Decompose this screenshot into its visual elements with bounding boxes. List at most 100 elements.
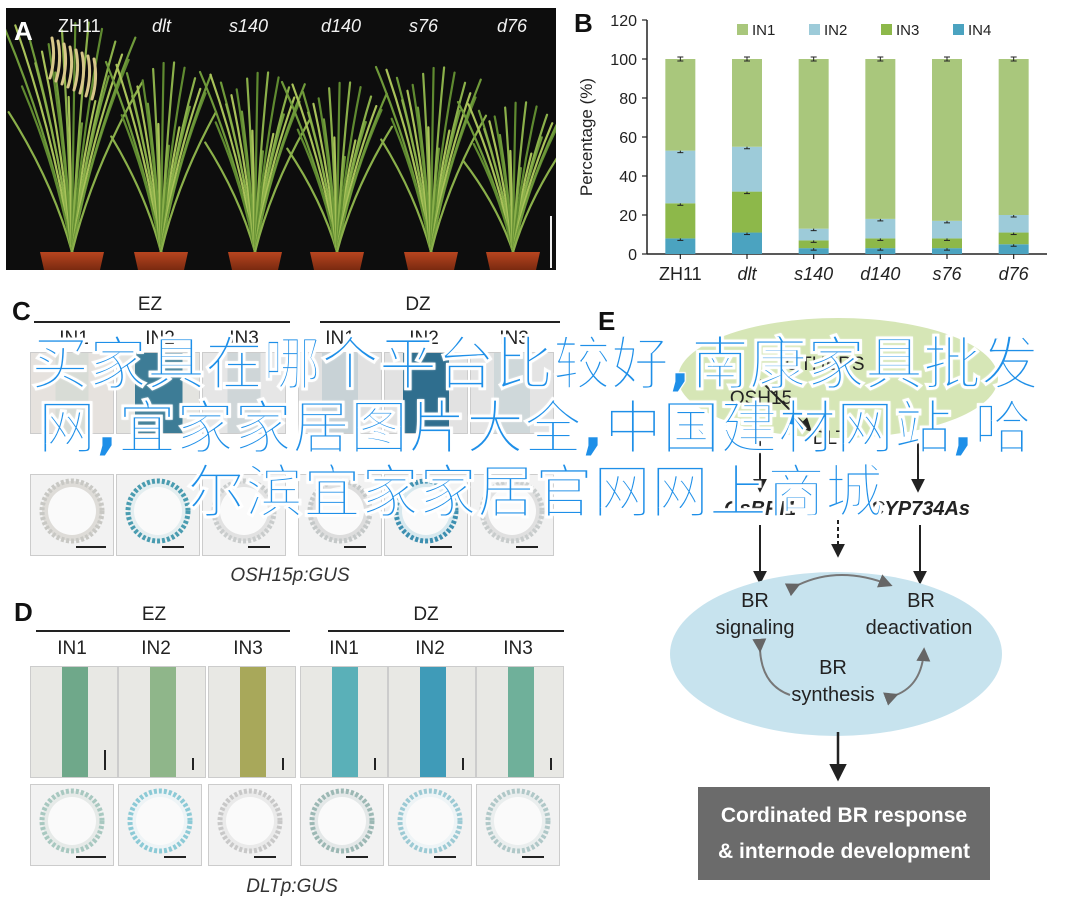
plant-leaf (380, 138, 433, 254)
plant-leaf (70, 81, 144, 254)
plant-leaf (20, 85, 74, 254)
br-synthesis-line1: BR (819, 657, 847, 679)
stem-image (388, 666, 476, 778)
rice-panicle (84, 54, 92, 98)
plant-leaf (253, 118, 312, 254)
column-header: IN3 (503, 638, 533, 659)
plant-leaf (335, 92, 388, 254)
plant-leaf (462, 159, 515, 254)
bar-segment-in1 (932, 59, 962, 221)
cross-section-image (202, 474, 286, 556)
column-header: IN2 (141, 638, 171, 659)
bar-segment-in3 (932, 238, 962, 249)
regulator-ellipse (678, 318, 998, 438)
plant-leaf (70, 27, 104, 254)
stem-image (30, 666, 118, 778)
column-header: IN1 (59, 328, 89, 349)
genotype-label: s140 (229, 16, 269, 36)
bar-segment-in1 (998, 59, 1029, 215)
group-underline (328, 630, 564, 632)
panel-label-b: B (574, 8, 593, 38)
plant-leaf (204, 141, 257, 254)
y-tick-label: 20 (619, 208, 637, 225)
y-tick-label: 80 (619, 91, 637, 108)
plant-leaf (70, 36, 137, 254)
legend-label: IN4 (968, 22, 991, 39)
bar-segment-in2 (932, 220, 962, 239)
br-signaling-line1: BR (741, 590, 769, 612)
stem-image (118, 666, 206, 778)
cross-section-image (384, 474, 468, 556)
stem-image (300, 666, 388, 778)
group-header-ez: EZ (141, 604, 167, 625)
bar-segment-in1 (665, 59, 696, 151)
response-line2: & internode development (717, 840, 971, 863)
pathway-diagram (670, 318, 1002, 782)
others-label: OTHERS (785, 354, 865, 375)
scale-bar (104, 750, 106, 770)
bar-segment-in1 (798, 59, 829, 229)
cross-section-image (30, 474, 114, 556)
scale-bar (516, 546, 538, 548)
br-signaling-line2: signaling (715, 617, 795, 639)
plant-leaf (429, 114, 488, 254)
scale-bar (462, 758, 464, 770)
cross-section-image (118, 784, 202, 866)
scale-bar (374, 758, 376, 770)
bar-segment-in4 (865, 248, 896, 254)
y-tick-label: 0 (628, 247, 637, 264)
bar-segment-in3 (732, 191, 762, 233)
rice-panicle (54, 39, 62, 83)
bar-segment-in2 (798, 228, 829, 241)
rice-panicle (66, 45, 74, 89)
cross-section-image (388, 784, 472, 866)
br-deactivation-line1: BR (907, 590, 935, 612)
osbri1-label: OsBRI1 (723, 498, 797, 520)
group-header-dz: DZ (405, 294, 431, 315)
scale-bar (434, 856, 456, 858)
y-tick-label: 120 (610, 13, 637, 30)
column-header: IN3 (229, 328, 259, 349)
plant-leaf (70, 21, 90, 254)
genotype-label: d140 (321, 16, 362, 36)
scale-bar (248, 546, 270, 548)
x-tick-label: ZH11 (659, 264, 702, 284)
genotype-label: d76 (497, 16, 528, 36)
cross-section-image (470, 474, 554, 556)
response-line1: Cordinated BR response (720, 804, 968, 827)
bar-segment-in3 (798, 240, 829, 249)
panel-a-photo: ZH11 dlt s140 d140 s76 d76 (6, 8, 556, 270)
osh15-label: OSH15 (729, 388, 793, 409)
scale-bar (282, 758, 284, 770)
rice-panicle (90, 57, 98, 101)
plant-leaf (159, 73, 212, 254)
y-tick-label: 60 (619, 130, 637, 147)
cyp734as-label: CYP734As (869, 498, 971, 520)
scale-bar (192, 758, 194, 770)
column-header: IN2 (415, 638, 445, 659)
plant-leaf (286, 147, 339, 254)
cross-section-image (116, 474, 200, 556)
bar-segment-in4 (932, 248, 962, 254)
column-header: IN1 (325, 328, 355, 349)
bar-segment-in3 (665, 203, 696, 239)
stem-image (384, 352, 468, 434)
stem-image (470, 352, 554, 434)
group-underline (320, 321, 560, 323)
stem-image (298, 352, 382, 434)
legend-swatch (737, 24, 748, 35)
panel-d-caption: DLTp:GUS (246, 876, 338, 897)
scale-bar (162, 546, 184, 548)
scale-bar (254, 856, 276, 858)
bar-segment-in2 (732, 146, 762, 192)
scale-bar (76, 856, 106, 858)
bar-segment-in4 (798, 248, 829, 254)
legend-label: IN1 (752, 22, 775, 39)
plant-leaf (335, 125, 394, 254)
column-header: IN1 (329, 638, 359, 659)
scale-bar (344, 546, 366, 548)
bar-segment-in2 (665, 150, 696, 204)
rice-panicle (60, 42, 68, 86)
column-header: IN2 (145, 328, 175, 349)
bar-segment-in1 (732, 59, 762, 147)
